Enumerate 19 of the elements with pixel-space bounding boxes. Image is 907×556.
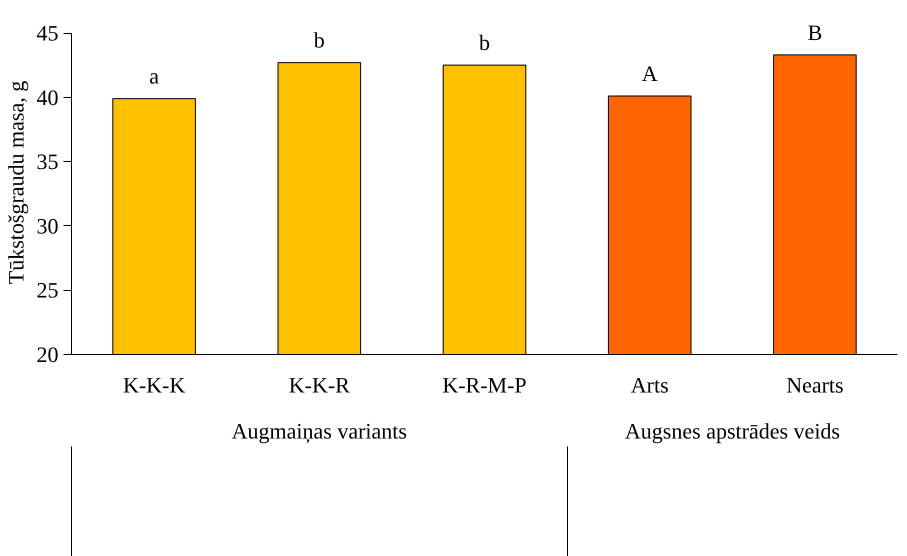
y-tick-label: 30 — [36, 213, 58, 238]
annotation: a — [149, 64, 160, 89]
annotation: b — [479, 30, 490, 56]
annotation: A — [642, 61, 658, 86]
text: Augmaiņas variants — [232, 418, 407, 444]
y-tick-label: 25 — [36, 278, 58, 303]
x-tick-label: K-R-M-P — [442, 372, 527, 398]
y-axis-title: Tūkstošgraudu masa, g — [4, 80, 28, 284]
x-tick-label: Nearts — [786, 372, 844, 398]
y-tick-label: 45 — [36, 20, 58, 46]
y-tick-label: 20 — [36, 342, 58, 367]
annotation: b — [314, 28, 325, 53]
text: Augsnes apstrādes veids — [624, 418, 840, 444]
y-tick-label: 35 — [36, 149, 58, 174]
y-tick-label: 40 — [36, 84, 58, 110]
annotation: B — [808, 20, 822, 45]
x-tick-label: K-K-K — [122, 372, 186, 398]
x-tick-label: Arts — [630, 372, 669, 398]
x-tick-label: K-K-R — [288, 372, 350, 398]
